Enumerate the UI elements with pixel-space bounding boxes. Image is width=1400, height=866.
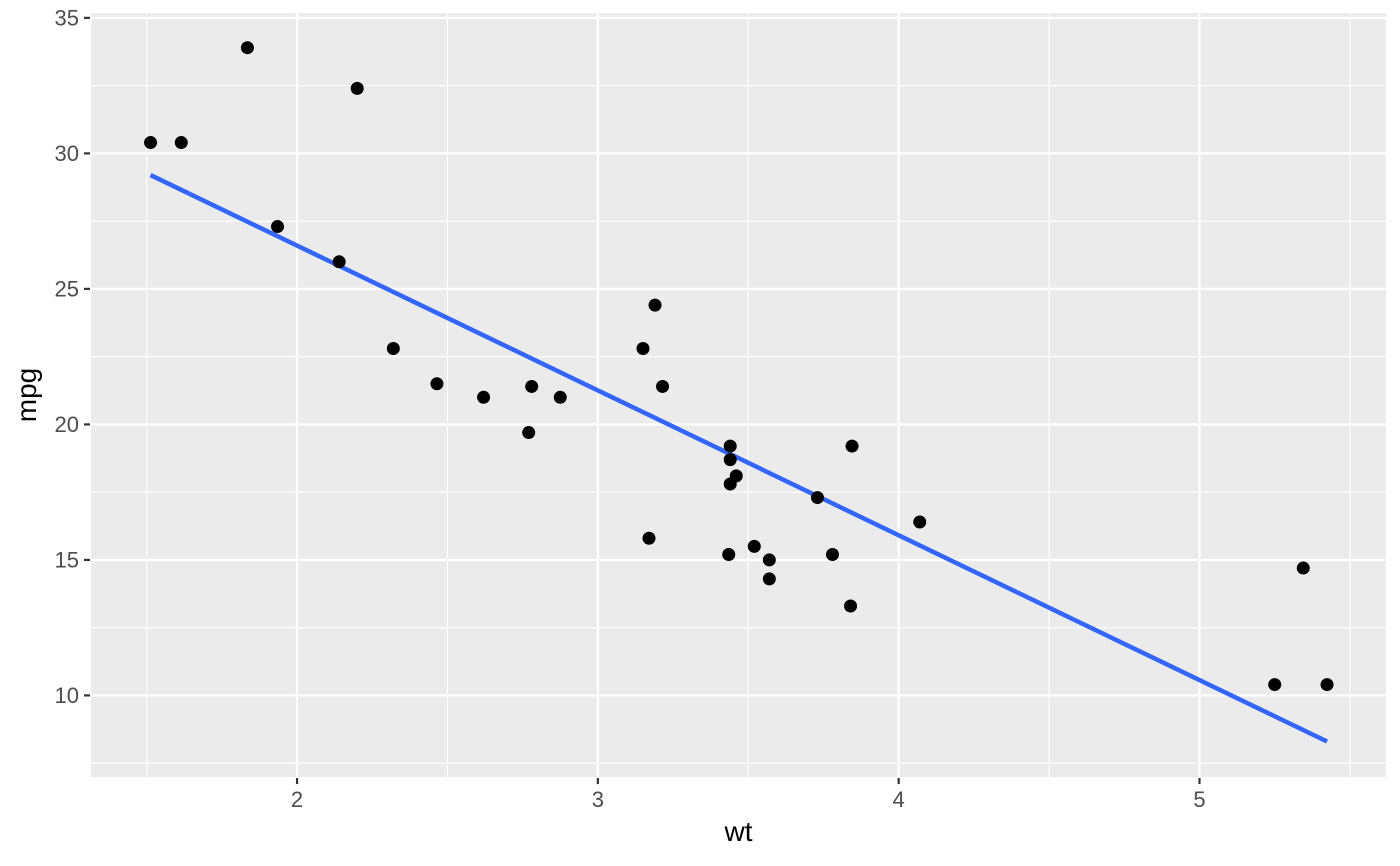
y-tick-label: 25 — [55, 277, 79, 302]
data-point — [332, 255, 346, 269]
x-tick-label: 4 — [893, 787, 905, 812]
data-point — [723, 439, 737, 453]
data-point — [762, 553, 776, 567]
data-point — [1296, 561, 1310, 575]
y-tick-label: 30 — [55, 141, 79, 166]
data-point — [656, 379, 670, 393]
grid-major — [91, 13, 1386, 777]
x-tick-label: 3 — [592, 787, 604, 812]
data-point — [1320, 678, 1334, 692]
data-point — [642, 531, 656, 545]
data-point — [240, 41, 254, 55]
y-tick-label: 15 — [55, 548, 79, 573]
scatter-points — [144, 41, 1334, 692]
grid-minor — [91, 13, 1386, 777]
y-tick-label: 35 — [55, 6, 79, 31]
data-point — [553, 390, 567, 404]
data-point — [525, 379, 539, 393]
data-point — [722, 547, 736, 561]
axis-tick-labels: 2 3 4 5 10 15 20 25 30 35 — [55, 6, 1206, 812]
data-point — [386, 342, 400, 356]
data-point — [723, 453, 737, 467]
data-point — [1268, 678, 1282, 692]
data-point — [144, 136, 158, 150]
data-point — [810, 491, 824, 505]
data-point — [913, 515, 927, 529]
data-point — [747, 539, 761, 553]
axis-ticks — [84, 16, 1201, 784]
data-point — [350, 81, 364, 95]
x-tick-label: 2 — [291, 787, 303, 812]
data-point — [844, 599, 858, 613]
data-point — [271, 220, 285, 234]
data-point — [477, 390, 491, 404]
data-point — [845, 439, 859, 453]
data-point — [762, 572, 776, 586]
data-point — [430, 377, 444, 391]
data-point — [826, 547, 840, 561]
data-point — [522, 426, 536, 440]
data-point — [648, 298, 662, 312]
y-tick-label: 10 — [55, 683, 79, 708]
trend-line — [149, 173, 1329, 744]
y-tick-label: 20 — [55, 412, 79, 437]
data-point — [723, 477, 737, 491]
data-point — [636, 342, 650, 356]
x-tick-label: 5 — [1193, 787, 1205, 812]
data-point — [174, 136, 188, 150]
plot-panel — [91, 13, 1386, 777]
